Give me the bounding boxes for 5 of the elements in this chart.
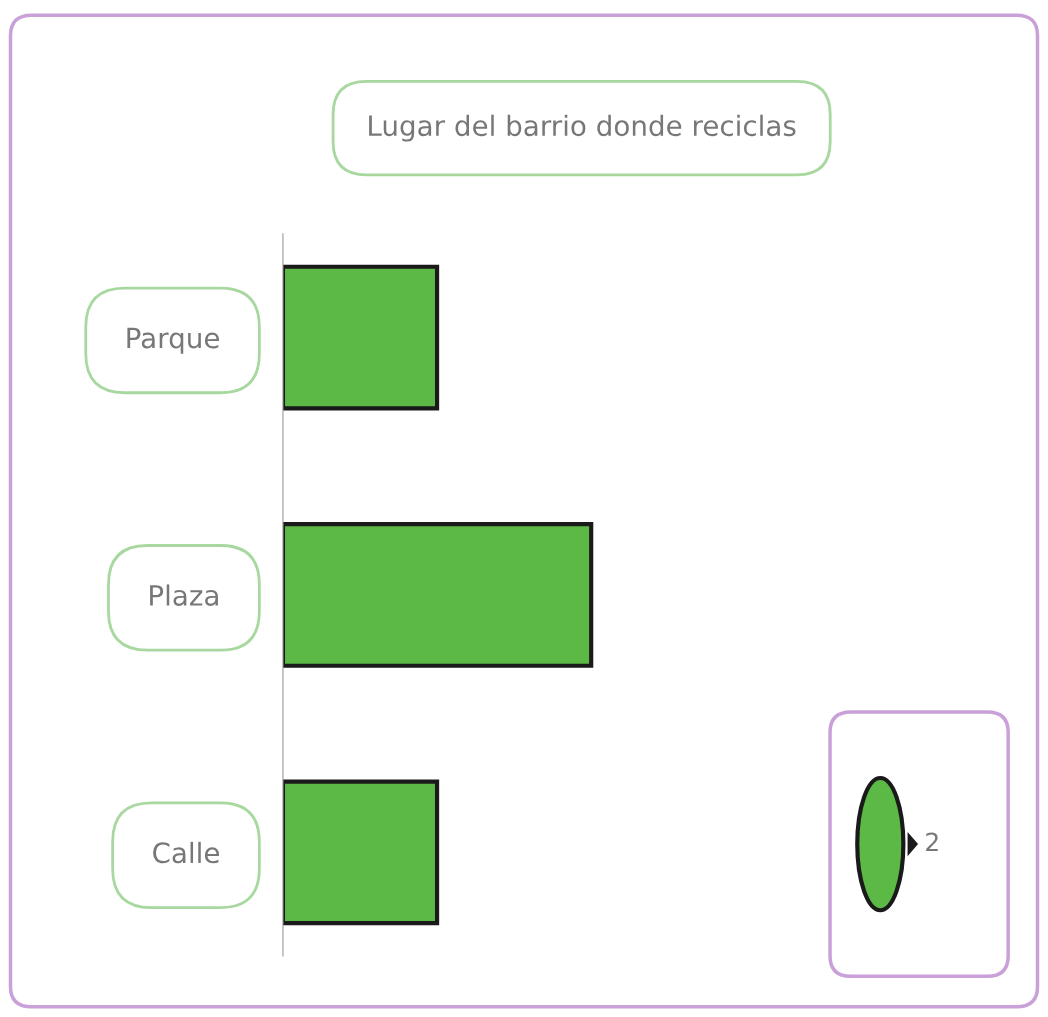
y-tick-label: Calle xyxy=(153,841,219,864)
chart-title: Lugar del barrio donde reciclas xyxy=(369,114,796,142)
y-tick-label: Parque xyxy=(127,327,219,354)
y-tick-label: Plaza xyxy=(150,584,218,606)
text: 2 xyxy=(926,832,938,852)
